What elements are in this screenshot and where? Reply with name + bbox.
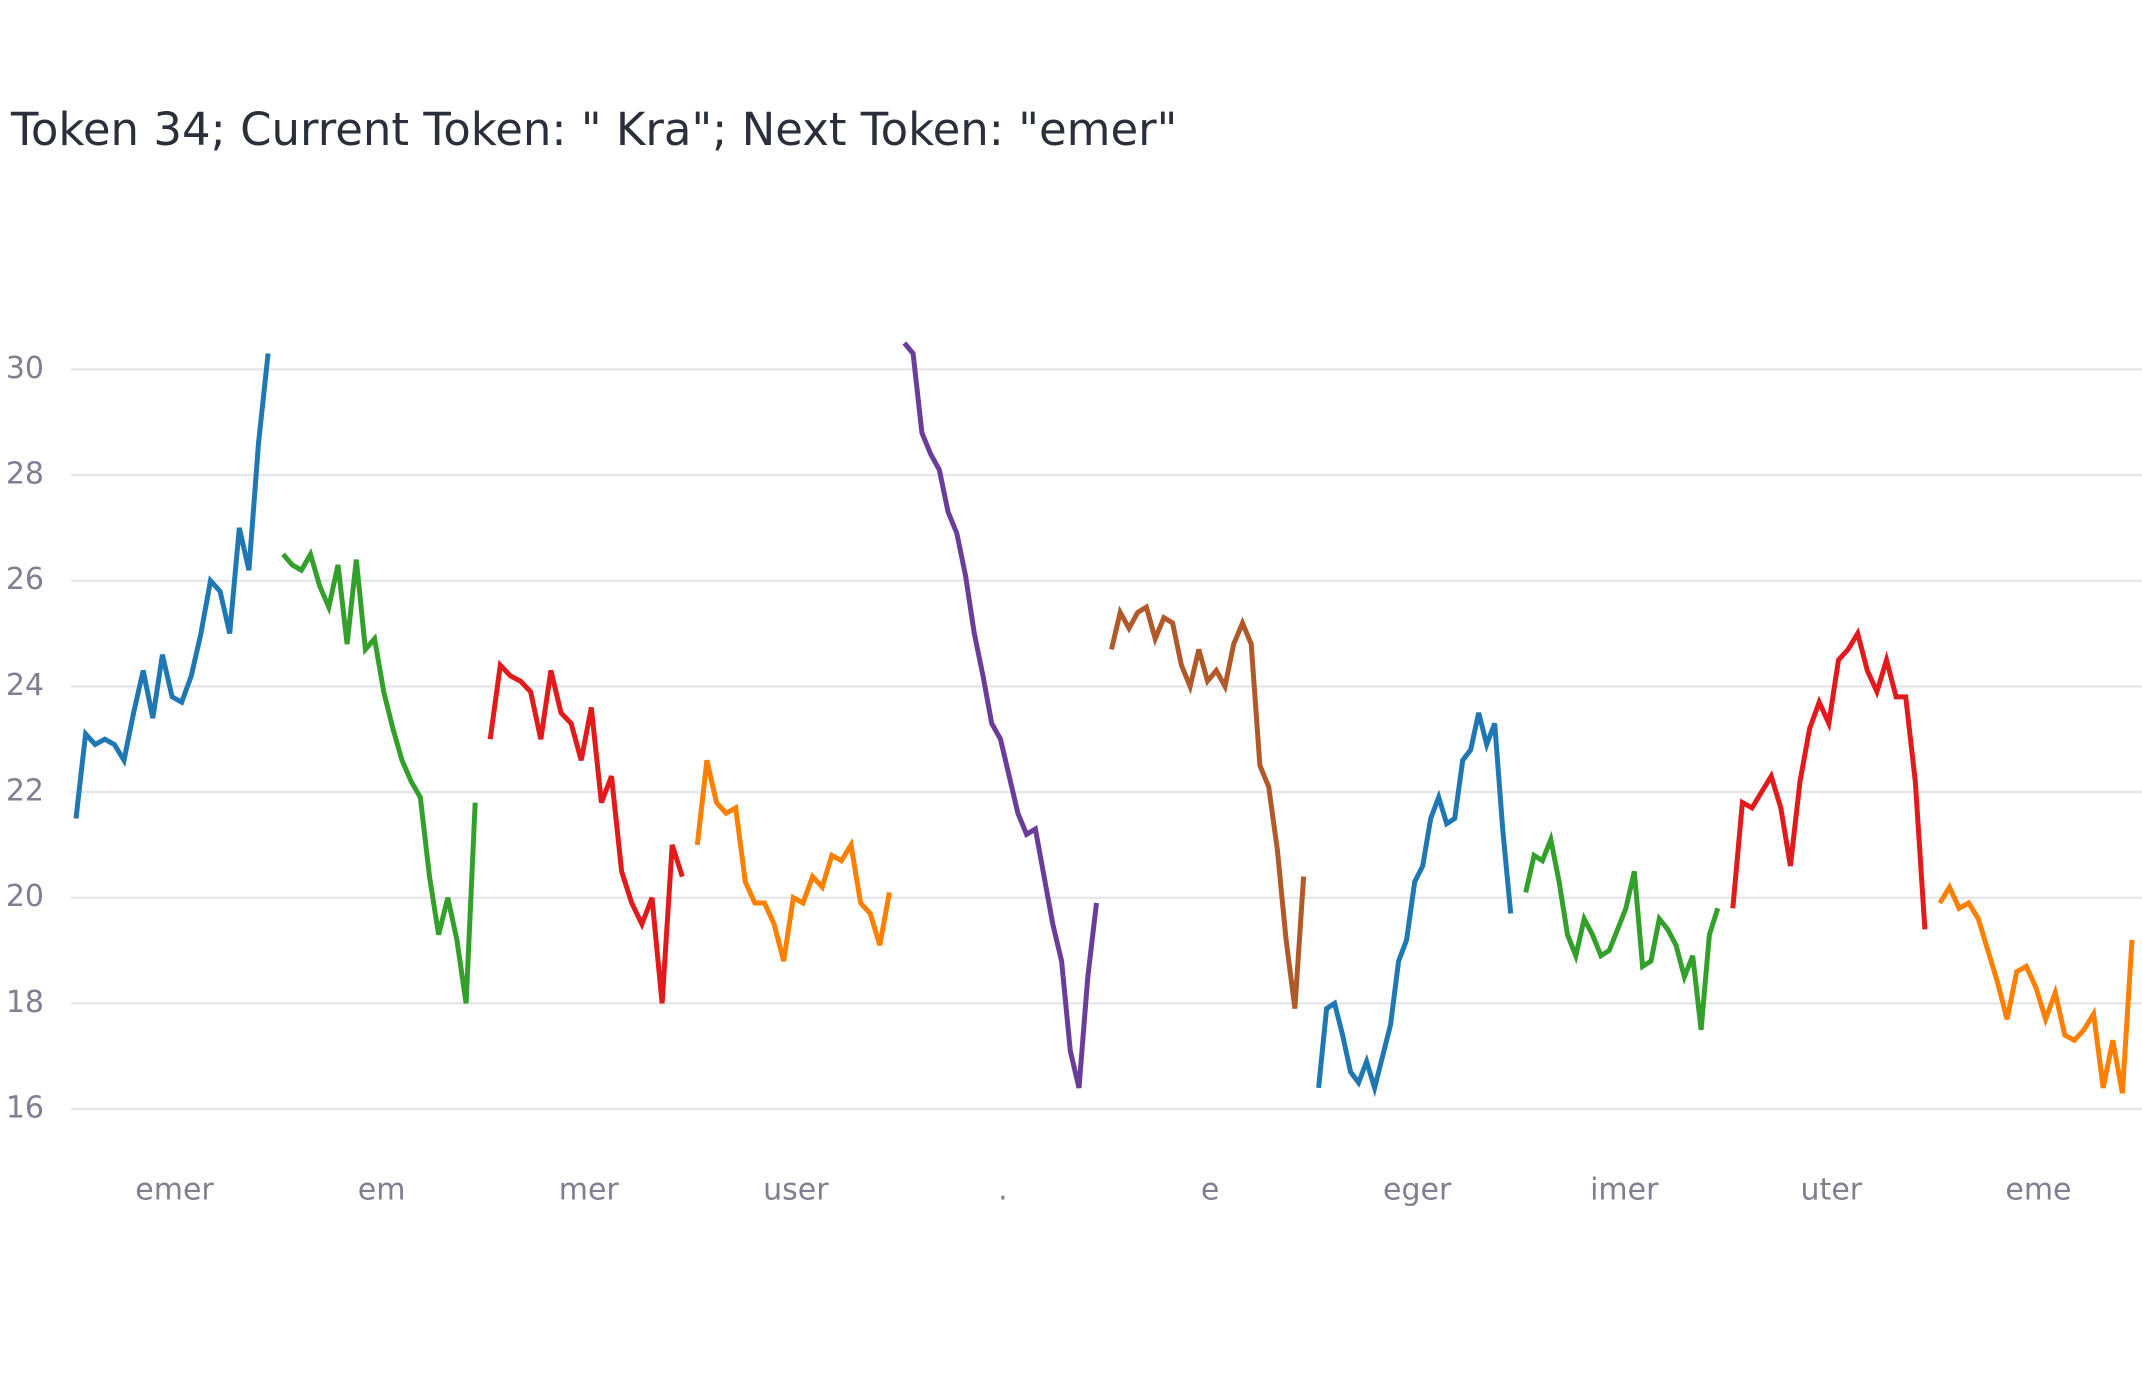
line-series [694, 759, 892, 962]
x-tick-label: . [998, 1173, 1008, 1208]
line-series [1730, 627, 1928, 930]
x-tick-label: user [763, 1173, 829, 1208]
y-tick-label: 28 [6, 457, 44, 492]
x-tick-label: imer [1590, 1173, 1659, 1208]
y-tick-label: 26 [6, 562, 44, 597]
x-tick-label: e [1201, 1173, 1219, 1208]
line-series [73, 353, 271, 819]
x-tick-label: emer [135, 1173, 214, 1208]
y-tick-label: 18 [6, 985, 44, 1020]
x-tick-label: eger [1383, 1173, 1452, 1208]
x-tick-label: mer [559, 1173, 620, 1208]
y-tick-label: 30 [6, 351, 44, 386]
y-tick-label: 22 [6, 774, 44, 809]
y-tick-label: 24 [6, 668, 44, 703]
x-tick-label: em [358, 1173, 406, 1208]
line-series [1937, 881, 2135, 1094]
line-series [487, 659, 685, 1004]
line-series [1523, 830, 1721, 1031]
line-series [902, 341, 1099, 1089]
x-tick-label: eme [2005, 1173, 2071, 1208]
y-tick-label: 20 [6, 879, 44, 914]
line-series [1316, 712, 1514, 1098]
x-tick-label: uter [1801, 1173, 1863, 1208]
y-tick-label: 16 [6, 1091, 44, 1126]
chart-title: Token 34; Current Token: " Kra"; Next To… [10, 103, 1177, 156]
line-series [1109, 603, 1307, 1009]
line-series [281, 547, 478, 1004]
